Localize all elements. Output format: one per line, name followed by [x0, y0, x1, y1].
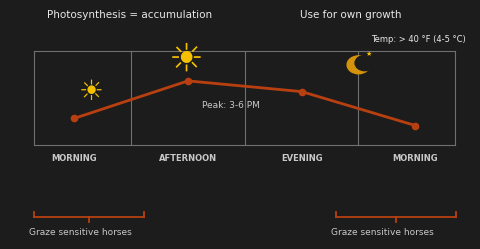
Text: Temp: > 40 °F (4-5 °C): Temp: > 40 °F (4-5 °C) [371, 35, 466, 44]
Text: EVENING: EVENING [281, 154, 323, 163]
Text: MORNING: MORNING [51, 154, 97, 163]
Text: Graze sensitive horses: Graze sensitive horses [331, 228, 434, 237]
Circle shape [355, 56, 374, 71]
Text: AFTERNOON: AFTERNOON [159, 154, 217, 163]
Text: Graze sensitive horses: Graze sensitive horses [29, 228, 132, 237]
Text: ★: ★ [366, 51, 372, 57]
Text: ☀: ☀ [79, 78, 104, 106]
Circle shape [347, 56, 370, 74]
Text: ☀: ☀ [168, 41, 203, 78]
Text: Use for own growth: Use for own growth [300, 10, 401, 20]
Text: MORNING: MORNING [393, 154, 438, 163]
Text: Photosynthesis = accumulation: Photosynthesis = accumulation [47, 10, 212, 20]
Text: Peak: 3-6 PM: Peak: 3-6 PM [202, 101, 260, 110]
